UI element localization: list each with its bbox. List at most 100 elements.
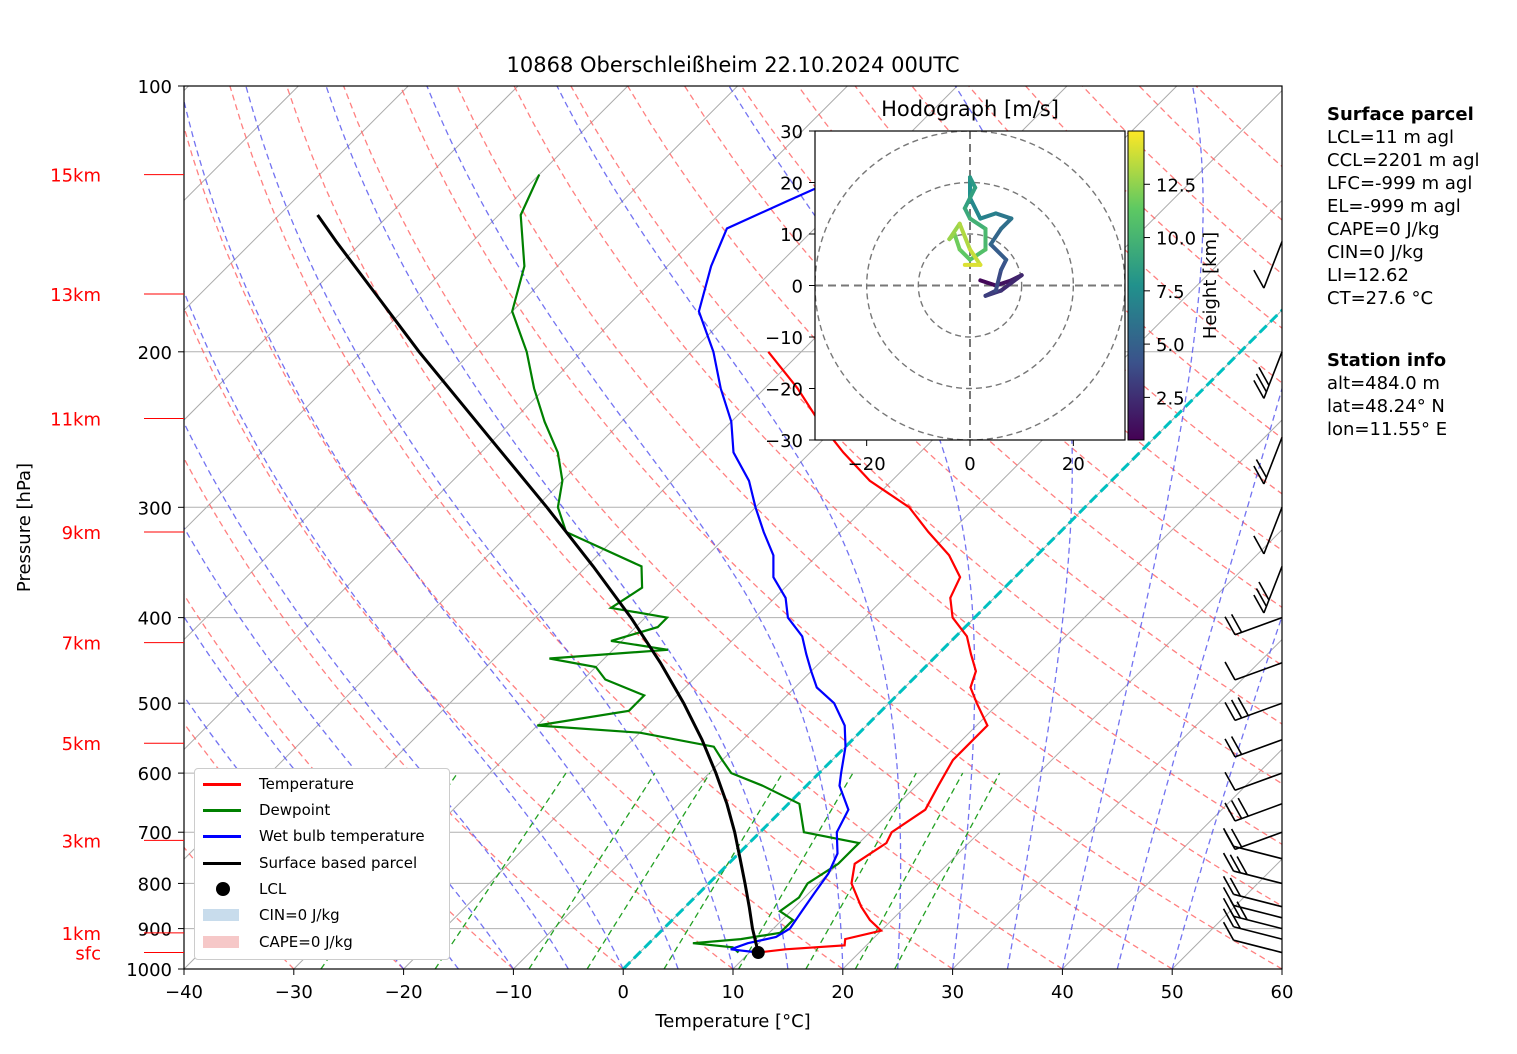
hodograph-y-tick-label: −30: [765, 431, 803, 452]
station-info-panel: Station info alt=484.0 m lat=48.24° N lo…: [1327, 349, 1447, 441]
legend-item-cape: CAPE=0 J/kg: [203, 932, 353, 952]
skewt-plot-area: −40 −30 −20 −10 0 10 20 30 40 50 60 Temperature [°C…: [14, 77, 1293, 1032]
wind-barb-feather: [1224, 830, 1236, 850]
x-axis-label: Temperature [°C]: [654, 1011, 810, 1032]
moist-adiabat: [325, 86, 789, 969]
legend-label: LCL: [259, 880, 287, 898]
isotherm-line: [952, 638, 1282, 969]
wind-barb-feather: [1222, 908, 1235, 928]
legend-item-dewpoint: Dewpoint: [203, 800, 330, 820]
wind-barb: [1224, 736, 1283, 758]
legend-item-parcel: Surface based parcel: [203, 853, 417, 873]
lcl-marker: [751, 946, 765, 960]
isotherm-line: [184, 86, 848, 751]
hodograph-segment: [968, 247, 983, 267]
wind-barb-feather: [1255, 588, 1268, 607]
colorbar-tick-label: 5.0: [1156, 335, 1185, 356]
hodograph-plot: Hodograph [m/s] −20 0 20 −30 −20 −10 0 10 20 30 2.5…: [765, 97, 1221, 475]
wind-barb: [1253, 437, 1283, 485]
wind-barb-staff: [1233, 845, 1283, 860]
wind-barb-feather: [1253, 535, 1265, 555]
x-tick-label: 40: [1051, 982, 1074, 1003]
isotherm-line: [842, 529, 1282, 969]
wind-barb-feather: [1236, 856, 1248, 875]
wind-barb-feather: [1222, 852, 1235, 872]
wind-barb-feather: [1229, 877, 1242, 897]
freezing-isotherm: [622, 308, 1282, 969]
surface-parcel-ccl: CCL=2201 m agl: [1327, 150, 1480, 171]
hodograph-y-tick-label: −20: [765, 380, 803, 401]
moist-adiabat: [1061, 86, 1204, 969]
wind-barb: [1224, 697, 1283, 722]
wind-barb-feather: [1224, 771, 1236, 791]
y-tick-label: 900: [138, 920, 172, 941]
wind-barb-staff: [1234, 831, 1283, 851]
wind-barb-feather: [1230, 699, 1243, 719]
wind-barb-feather: [1230, 736, 1243, 755]
hodograph-x-tick-label: 0: [964, 454, 975, 475]
wind-barb-feather: [1237, 697, 1249, 716]
height-label: 13km: [50, 285, 101, 306]
mixing-ratio-line: [805, 772, 917, 969]
moist-adiabat: [954, 86, 1073, 969]
hodograph-segment: [968, 216, 988, 231]
wind-barb-feather: [1230, 613, 1243, 633]
hodograph-segment: [978, 278, 998, 288]
hodograph-segment: [999, 273, 1024, 293]
hodograph-segment: [993, 268, 1003, 293]
wind-barb: [1253, 351, 1283, 399]
hodograph-segment: [988, 242, 1009, 262]
hodograph-segment: [988, 226, 1003, 247]
wind-barb-feather: [1237, 797, 1249, 817]
wind-barb-feather: [1224, 701, 1236, 721]
y-tick-label: 200: [138, 343, 172, 364]
wind-barb-feather: [1258, 581, 1270, 601]
hodograph-x-tick-label: −20: [848, 454, 886, 475]
x-axis: −40 −30 −20 −10 0 10 20 30 40 50 60: [165, 969, 1293, 1003]
wind-barb-staff: [1234, 662, 1283, 681]
wind-barb-feather: [1255, 373, 1268, 393]
wind-barb-staff: [1233, 904, 1283, 919]
height-label: 7km: [62, 634, 101, 655]
wind-barb-feather: [1236, 901, 1248, 921]
wind-barb-feather: [1222, 921, 1235, 941]
wind-barb-staff: [1234, 803, 1283, 822]
surface-parcel-panel: Surface parcel LCL=11 m agl CCL=2201 m a…: [1327, 103, 1480, 310]
height-label: 5km: [62, 734, 101, 755]
isotherm-line: [184, 86, 738, 641]
wind-barb-staff: [1234, 738, 1283, 758]
surface-parcel-ct: CT=27.6 °C: [1327, 288, 1434, 309]
moist-adiabat: [184, 526, 514, 969]
legend-label: CAPE=0 J/kg: [259, 933, 353, 951]
mixing-ratio-line: [894, 772, 1001, 969]
mixing-ratio-line: [586, 772, 711, 969]
height-label: 11km: [50, 410, 101, 431]
colorbar-tick-label: 12.5: [1156, 175, 1196, 196]
wind-barb: [1222, 875, 1283, 908]
series-line-wet-bulb-temperature: [697, 173, 850, 954]
isotherm-line: [184, 86, 629, 531]
surface-parcel-el: EL=-999 m agl: [1327, 196, 1461, 217]
dry-adiabat: [399, 86, 1282, 969]
wind-barb-feather: [1230, 828, 1243, 848]
wind-barb-feather: [1224, 661, 1236, 681]
mixing-ratio-lines: [320, 772, 1001, 969]
hodograph-segment: [968, 247, 988, 262]
wind-barb-staff: [1263, 507, 1283, 555]
station-altitude: alt=484.0 m: [1327, 373, 1440, 394]
mixing-ratio-line: [528, 772, 656, 969]
dry-adiabat: [342, 86, 1173, 969]
height-label: 3km: [62, 831, 101, 852]
isotherm-line: [184, 86, 409, 311]
x-tick-label: 60: [1271, 982, 1294, 1003]
wind-barb: [1224, 828, 1283, 851]
y-tick-label: 1000: [126, 960, 172, 981]
isotherm-line: [184, 86, 519, 421]
wind-barb-feather: [1222, 887, 1235, 906]
height-label: 15km: [50, 166, 101, 187]
mixing-ratio-line: [434, 772, 567, 969]
y-tick-label: 500: [138, 694, 172, 715]
x-tick-label: 20: [831, 982, 854, 1003]
